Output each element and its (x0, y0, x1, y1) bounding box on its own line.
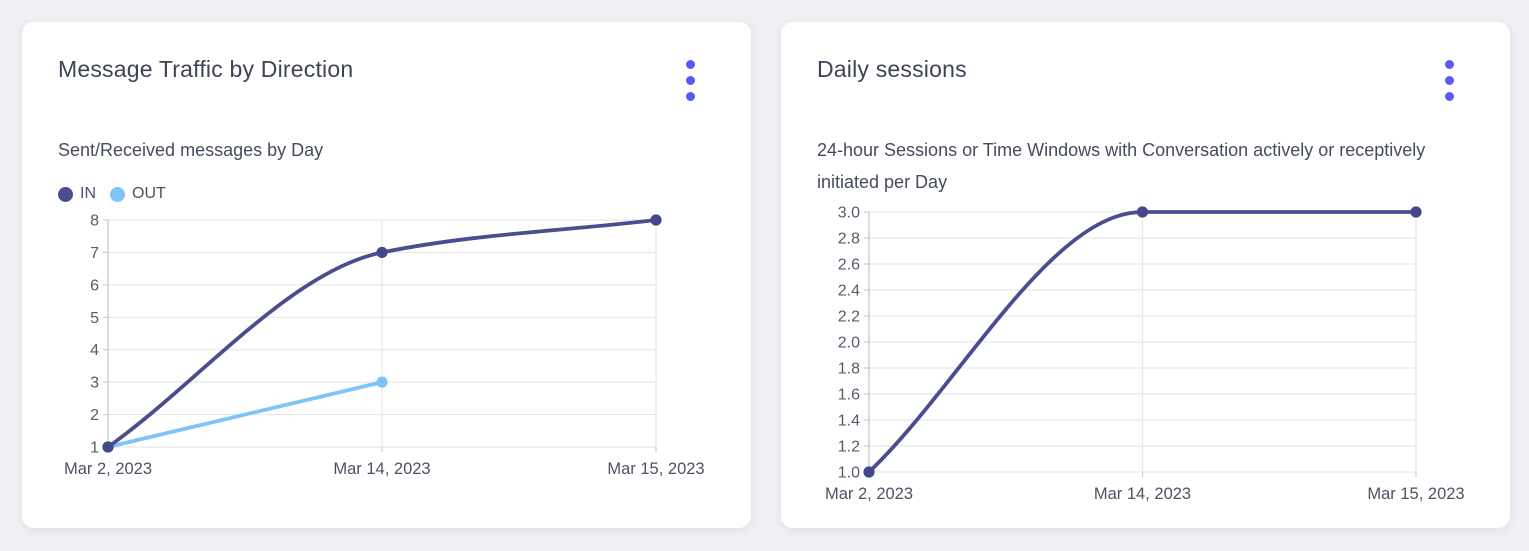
svg-text:Mar 2, 2023: Mar 2, 2023 (825, 485, 913, 503)
legend-label: OUT (132, 185, 166, 202)
legend-dot-icon (110, 186, 125, 202)
kebab-dot (686, 76, 695, 85)
svg-text:1.2: 1.2 (838, 439, 860, 456)
legend-item-in[interactable]: IN (58, 185, 96, 203)
svg-text:3: 3 (90, 375, 99, 392)
card-subtitle-daily-sessions: 24-hour Sessions or Time Windows with Co… (817, 140, 1426, 192)
svg-text:Mar 2, 2023: Mar 2, 2023 (64, 460, 152, 478)
svg-text:2.0: 2.0 (838, 335, 860, 352)
svg-text:1.4: 1.4 (838, 413, 860, 430)
legend-item-out[interactable]: OUT (110, 185, 166, 203)
svg-text:Mar 14, 2023: Mar 14, 2023 (333, 460, 430, 478)
svg-text:4: 4 (90, 342, 99, 359)
svg-text:Mar 14, 2023: Mar 14, 2023 (1094, 485, 1191, 503)
svg-text:2.2: 2.2 (838, 309, 860, 326)
kebab-dot (686, 60, 695, 69)
svg-text:Mar 15, 2023: Mar 15, 2023 (1367, 485, 1464, 503)
svg-text:1.6: 1.6 (838, 387, 860, 404)
line-chart-daily-sessions: 1.0 1.2 1.4 1.6 1.8 2.0 2.2 2.4 2.6 2.8 3.0 Mar 2, … (825, 205, 1465, 504)
svg-text:1: 1 (90, 440, 99, 457)
svg-text:2.6: 2.6 (838, 257, 860, 274)
card-subtitle-message-traffic: Sent/Received messages by Day (58, 140, 324, 160)
svg-text:2: 2 (90, 407, 99, 424)
kebab-dot (1445, 76, 1454, 85)
kebab-menu-icon[interactable] (1437, 54, 1462, 107)
svg-text:7: 7 (90, 245, 99, 262)
card-daily-sessions: Daily sessions 24-hour Sessions or Time … (781, 22, 1510, 528)
svg-text:Mar 15, 2023: Mar 15, 2023 (607, 460, 704, 478)
legend-label: IN (80, 185, 96, 202)
svg-text:3.0: 3.0 (838, 205, 860, 222)
cards-row: Message Traffic by Direction Sent/Receiv… (22, 22, 1510, 528)
legend-dot-icon (58, 186, 73, 202)
svg-text:2.4: 2.4 (838, 283, 860, 300)
chart-legend: IN OUT (58, 182, 715, 206)
kebab-menu-icon[interactable] (678, 54, 703, 107)
card-title-daily-sessions: Daily sessions (817, 56, 967, 82)
svg-text:1.8: 1.8 (838, 361, 860, 378)
card-message-traffic: Message Traffic by Direction Sent/Receiv… (22, 22, 751, 528)
svg-text:2.8: 2.8 (838, 231, 860, 248)
svg-text:8: 8 (90, 213, 99, 230)
line-chart-message-traffic: 1 2 3 4 5 6 7 8 Mar 2, 2023 Mar 14, 2023 Mar 15, 2… (64, 213, 705, 479)
kebab-dot (1445, 60, 1454, 69)
svg-text:6: 6 (90, 277, 99, 294)
kebab-dot (686, 92, 695, 101)
kebab-dot (1445, 92, 1454, 101)
svg-text:5: 5 (90, 310, 99, 327)
svg-text:1.0: 1.0 (838, 465, 860, 482)
card-header: Message Traffic by Direction (58, 56, 715, 107)
card-title-message-traffic: Message Traffic by Direction (58, 56, 354, 82)
card-header: Daily sessions (817, 56, 1474, 107)
